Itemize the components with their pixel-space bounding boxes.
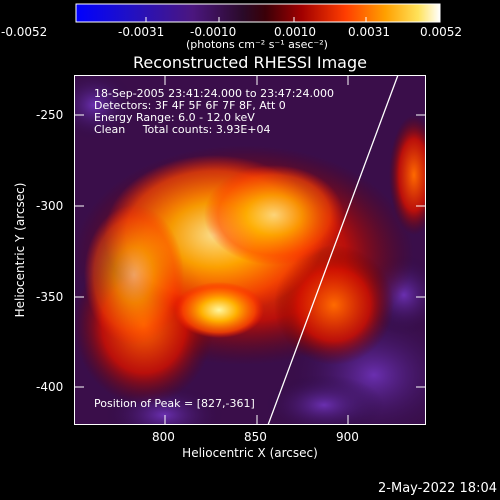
y-tick-label: -250 <box>36 108 64 122</box>
peak-position: Position of Peak = [827,-361] <box>94 397 255 410</box>
colorbar-units: (photons cm⁻² s⁻¹ asec⁻²) <box>186 38 328 51</box>
colorbar-tick-label: -0.0052 <box>1 25 48 39</box>
colorbar-tick-label: 0.0031 <box>348 25 390 39</box>
y-tick-label: -300 <box>36 199 64 213</box>
colorbar <box>75 3 441 23</box>
timestamp: 2-May-2022 18:04 <box>378 481 497 496</box>
colorbar-tick-label: 0.0010 <box>274 25 316 39</box>
solar-image <box>74 75 426 425</box>
info-line-counts: Clean Total counts: 3.93E+04 <box>94 123 271 136</box>
plot-title: Reconstructed RHESSI Image <box>133 53 367 72</box>
colorbar-tick-label: -0.0031 <box>118 25 165 39</box>
y-tick-label: -400 <box>36 380 64 394</box>
x-tick-label: 850 <box>244 430 267 444</box>
x-axis-label: Heliocentric X (arcsec) <box>182 446 318 460</box>
x-tick-label: 800 <box>152 430 175 444</box>
info-line-time: 18-Sep-2005 23:41:24.000 to 23:47:24.000 <box>94 87 334 100</box>
x-tick-label: 900 <box>336 430 359 444</box>
y-axis-label: Heliocentric Y (arcsec) <box>13 182 27 318</box>
colorbar-tick-label: 0.0052 <box>420 25 462 39</box>
y-tick-label: -350 <box>36 290 64 304</box>
info-line-energy: Energy Range: 6.0 - 12.0 keV <box>94 111 255 124</box>
info-line-detectors: Detectors: 3F 4F 5F 6F 7F 8F, Att 0 <box>94 99 286 112</box>
colorbar-tick-label: -0.0010 <box>190 25 237 39</box>
